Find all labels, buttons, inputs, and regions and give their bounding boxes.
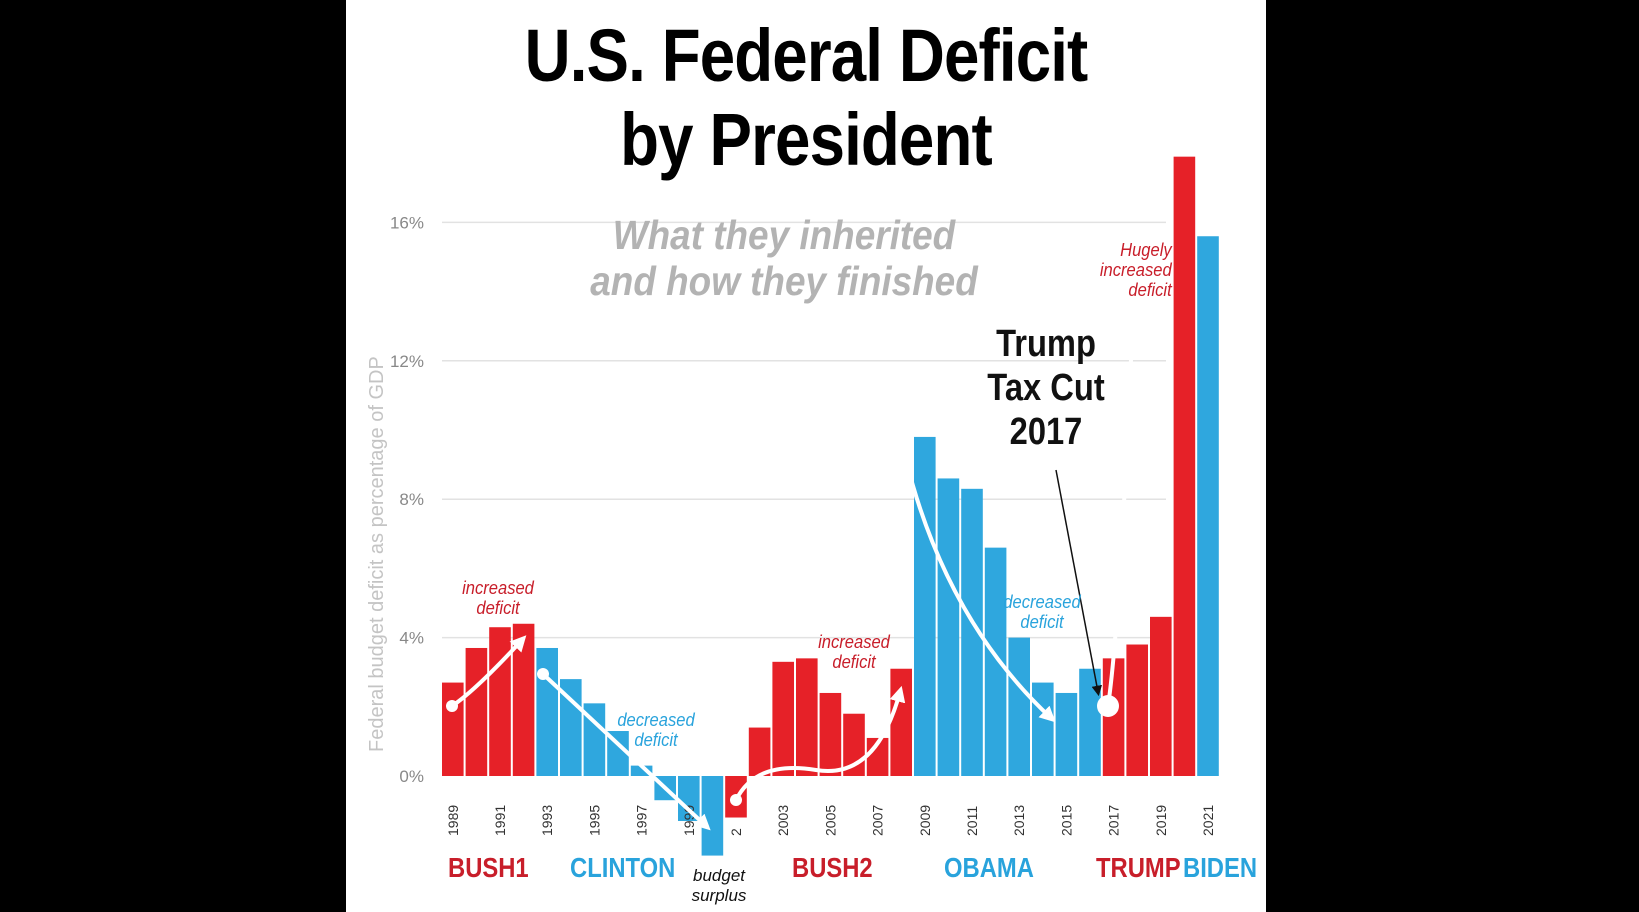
trump-annotation-line-3: deficit [1128,280,1172,300]
bar [701,776,724,856]
tax-cut-pointer [1055,469,1102,697]
chart-title-line-2: by President [620,98,993,181]
president-label-clinton: CLINTON [570,852,676,883]
trend-arrow [541,672,711,831]
bar [678,776,700,821]
bar [607,731,629,776]
y-axis-ticks: 0% 4% 8% 12% 16% [390,213,424,786]
gridlines [442,221,1166,639]
bar [890,668,912,776]
arrow-start-dot [537,668,549,680]
bar [583,703,606,776]
bar [1008,637,1030,776]
x-tick-label: 1995 [586,805,602,836]
bar [465,647,488,776]
clinton-annotation-line-2: deficit [634,730,678,750]
tax-cut-callout: Trump Tax Cut 2017 [977,322,1115,454]
x-tick-label: 2017 [1106,805,1122,836]
bar [961,488,983,776]
x-tick-label: 1997 [634,805,650,836]
bush1-annotation-line-2: deficit [476,598,520,618]
arrow-start-dot [730,794,742,806]
x-tick-label: 2009 [917,805,933,836]
budget-surplus-label: budget surplus [679,866,759,906]
bush2-annotation-line-1: increased [818,632,890,652]
tax-cut-line-1: Trump [996,323,1096,365]
y-tick-label: 4% [399,629,424,648]
tax-cut-line-2: Tax Cut [987,367,1105,409]
bar [1197,236,1219,777]
trump-annotation-line-2: increased [1099,260,1172,280]
trend-arrow [734,685,906,802]
x-tick-label: 2021 [1200,805,1216,836]
bar [748,727,771,776]
arrow-start-dot [446,700,458,712]
bar [772,661,794,776]
bar [489,627,511,776]
bush2-annotation-line-2: deficit [832,652,876,672]
trend-arrow [1106,233,1144,708]
bar [819,692,842,776]
president-label-biden: BIDEN [1183,852,1258,883]
x-tick-label: 2 [728,828,744,836]
bar [1150,616,1172,776]
president-label-bush2: BUSH2 [792,852,873,883]
bar [630,765,653,776]
bar [1126,644,1148,776]
bar [796,658,818,776]
obama-annotation: decreased deficit [996,592,1088,632]
bar [1102,658,1125,776]
x-tick-label: 1989 [445,805,461,836]
y-tick-label: 12% [390,352,424,371]
obama-annotation-line-2: deficit [1020,612,1064,632]
surplus-line-2: surplus [691,886,747,905]
y-tick-label: 0% [399,767,424,786]
arrow-start-dot [900,454,912,466]
y-tick-label: 8% [399,490,424,509]
y-tick-label: 16% [390,213,424,232]
bar [1173,156,1196,776]
bush1-annotation: increased deficit [452,578,544,618]
surplus-line-1: budget [693,866,745,885]
tax-cut-dot [1097,695,1119,717]
x-tick-label: 2011 [964,806,980,836]
president-label-obama: OBAMA [944,852,1034,883]
obama-annotation-line-1: decreased [1003,592,1081,612]
bar [984,547,1007,776]
x-tick-label: 2007 [870,805,886,836]
president-label-bush1: BUSH1 [448,852,529,883]
deficit-chart: 0%4%8%12%16% 1989 1991 1993 1995 1997 1999 2 20… [390,156,1219,856]
bar [1032,682,1054,776]
trend-arrow [904,458,1056,723]
bar [512,623,535,776]
bush2-annotation: increased deficit [808,632,900,672]
x-tick-label: 1991 [492,805,508,836]
chart-title-line-1: U.S. Federal Deficit [524,14,1089,97]
bar [1055,692,1078,776]
bar [937,478,960,776]
x-tick-label: 2003 [775,805,791,836]
subtitle-line-1: What they inherited [612,212,956,258]
x-tick-label: 2005 [822,805,838,836]
bar [536,647,558,776]
subtitle-line-2: and how they finished [590,258,978,304]
bar [914,436,936,776]
trump-annotation-line-1: Hugely [1120,240,1172,260]
clinton-annotation: decreased deficit [610,710,702,750]
clinton-annotation-line-1: decreased [617,710,695,730]
president-label-trump: TRUMP [1096,852,1181,883]
tax-cut-line-3: 2017 [1009,411,1083,453]
y-axis-label: Federal budget deficit as percentage of … [366,356,388,752]
x-tick-label: 2013 [1011,805,1027,836]
bush1-annotation-line-1: increased [462,578,534,598]
x-tick-label: 2015 [1058,805,1074,836]
trump-annotation: Hugely increased deficit [1072,240,1172,300]
trend-arrows [446,233,1144,831]
trend-arrow [450,635,527,708]
x-axis-ticks: 1989 1991 1993 1995 1997 1999 2 2003 2005 2007 200… [445,805,1216,836]
bar [442,682,464,776]
x-tick-label: 2019 [1153,805,1169,836]
x-tick-label: 1993 [539,805,555,836]
bar [1079,668,1101,776]
